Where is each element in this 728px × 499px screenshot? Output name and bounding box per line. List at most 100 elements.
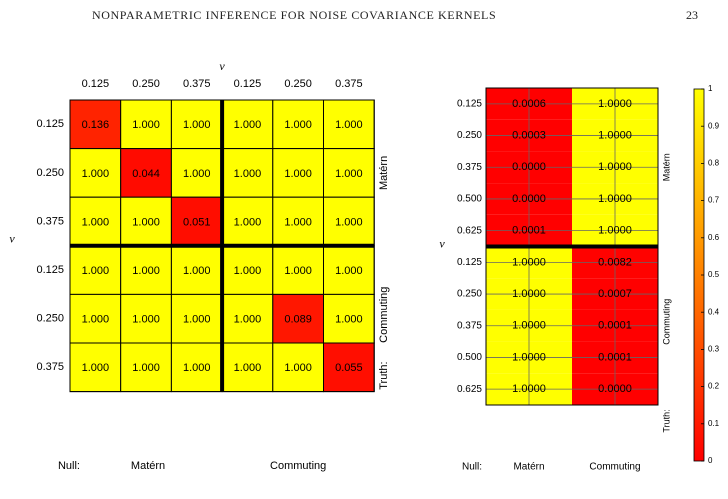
cell-value: 1.000 xyxy=(183,265,211,277)
cell-value: 1.000 xyxy=(284,119,312,131)
colorbar-tick-label: 0.8 xyxy=(708,159,720,168)
colorbar-tick-label: 0.7 xyxy=(708,196,720,205)
cell-value: 0.0000 xyxy=(598,383,632,395)
cell-value: 1.0000 xyxy=(598,161,632,173)
cell-value: 1.000 xyxy=(234,119,262,131)
null-label: Null: xyxy=(462,462,482,473)
row-tick-label: 0.125 xyxy=(36,118,64,130)
cell-value: 1.000 xyxy=(82,168,110,180)
row-tick-label: 0.125 xyxy=(457,98,482,109)
heatmap-cell xyxy=(323,196,375,247)
row-group-label: Commuting xyxy=(378,287,390,343)
cell-value: 1.000 xyxy=(82,216,110,228)
cell-value: 1.000 xyxy=(132,362,160,374)
row-tick-label: 0.500 xyxy=(457,194,482,205)
cell-value: 1.000 xyxy=(132,216,160,228)
colorbar-tick-label: 0.1 xyxy=(708,419,720,428)
cell-value: 1.0000 xyxy=(598,129,632,141)
cell-value: 0.0000 xyxy=(512,161,546,173)
row-tick-label: 0.250 xyxy=(36,167,64,179)
colorbar-tick-label: 0.3 xyxy=(708,345,720,354)
row-tick-label: 0.250 xyxy=(457,289,482,300)
heatmap-cell xyxy=(69,245,122,295)
cell-value: 0.0082 xyxy=(598,256,632,268)
heatmap-cell xyxy=(272,293,324,344)
colorbar-tick-label: 0.4 xyxy=(708,307,720,316)
heatmap-cell xyxy=(120,245,172,295)
row-group-label: Commuting xyxy=(661,299,671,345)
cell-value: 0.0001 xyxy=(512,225,546,237)
cell-value: 0.0003 xyxy=(512,129,546,141)
column-tick-label: 0.375 xyxy=(183,78,211,90)
cell-value: 1.000 xyxy=(335,119,363,131)
column-tick-label: 0.250 xyxy=(132,78,160,90)
row-group-label: Matérn xyxy=(378,156,390,190)
cell-value: 1.000 xyxy=(82,265,110,277)
heatmap-cell xyxy=(323,148,375,198)
row-tick-label: 0.250 xyxy=(457,130,482,141)
heatmap-cell xyxy=(120,293,172,344)
row-group-label: Matérn xyxy=(661,153,671,181)
left-axis-symbol: ν xyxy=(9,232,15,246)
column-group-label: Matérn xyxy=(513,462,544,473)
cell-value: 1.0000 xyxy=(598,225,632,237)
heatmap-cell xyxy=(272,148,324,198)
top-axis-symbol: ν xyxy=(219,59,225,73)
heatmap-cell xyxy=(323,245,375,295)
column-tick-label: 0.250 xyxy=(284,78,312,90)
cell-value: 1.0000 xyxy=(512,288,546,300)
cell-value: 1.000 xyxy=(132,265,160,277)
cell-value: 1.0000 xyxy=(598,193,632,205)
row-tick-label: 0.500 xyxy=(457,352,482,363)
row-tick-label: 0.125 xyxy=(36,264,64,276)
row-tick-label: 0.375 xyxy=(36,215,64,227)
cell-value: 1.000 xyxy=(335,314,363,326)
page-header: NONPARAMETRIC INFERENCE FOR NOISE COVARI… xyxy=(0,0,728,30)
heatmap-cell xyxy=(69,99,122,150)
cell-value: 0.044 xyxy=(132,168,160,180)
column-tick-label: 0.125 xyxy=(234,78,262,90)
colorbar-tick-label: 0 xyxy=(708,456,713,465)
cell-value: 0.055 xyxy=(335,362,363,374)
colorbar-tick-label: 0.9 xyxy=(708,121,720,130)
heatmap-cell xyxy=(272,342,324,393)
heatmap-cell xyxy=(170,148,223,198)
cell-value: 1.000 xyxy=(82,362,110,374)
heatmap-cell xyxy=(170,99,223,150)
cell-value: 1.000 xyxy=(132,119,160,131)
left-heatmap: 0.136 1.000 1.000 1.000 1.000 1.000 1.000 0.044… xyxy=(9,59,390,472)
heatmap-cell xyxy=(69,196,122,247)
cell-value: 0.0001 xyxy=(598,320,632,332)
cell-value: 0.089 xyxy=(284,314,312,326)
cell-value: 1.000 xyxy=(234,168,262,180)
row-tick-label: 0.125 xyxy=(457,257,482,268)
cell-value: 1.000 xyxy=(183,314,211,326)
cell-value: 1.000 xyxy=(284,265,312,277)
cell-value: 1.000 xyxy=(132,314,160,326)
cell-value: 0.0000 xyxy=(512,193,546,205)
colorbar: 0 0.1 0.2 0.3 0.4 0.5 0.6 0.7 0.8 0.9 1 xyxy=(693,84,720,465)
cell-value: 0.0007 xyxy=(598,288,632,300)
cell-value: 1.000 xyxy=(335,168,363,180)
cell-value: 1.000 xyxy=(284,168,312,180)
right-heatmap: 0.0006 1.0000 0.0003 1.0000 0.0000 1.0000 0.00… xyxy=(439,87,671,473)
colorbar-tick-label: 0.6 xyxy=(708,233,720,242)
colorbar-tick-label: 1 xyxy=(708,84,713,93)
left-axis-symbol: ν xyxy=(439,236,445,250)
cell-value: 0.136 xyxy=(82,119,110,131)
cell-value: 1.000 xyxy=(284,362,312,374)
cell-value: 1.0000 xyxy=(512,351,546,363)
cell-value: 1.0000 xyxy=(598,98,632,110)
cell-value: 1.000 xyxy=(234,216,262,228)
cell-value: 1.000 xyxy=(183,119,211,131)
truth-label: Truth: xyxy=(378,361,390,389)
cell-value: 1.0000 xyxy=(512,383,546,395)
cell-value: 1.000 xyxy=(82,314,110,326)
row-tick-label: 0.375 xyxy=(36,361,64,373)
cell-value: 1.000 xyxy=(234,362,262,374)
cell-value: 1.000 xyxy=(335,216,363,228)
truth-label: Truth: xyxy=(661,409,671,432)
row-tick-label: 0.250 xyxy=(36,313,64,325)
row-tick-label: 0.625 xyxy=(457,225,482,236)
